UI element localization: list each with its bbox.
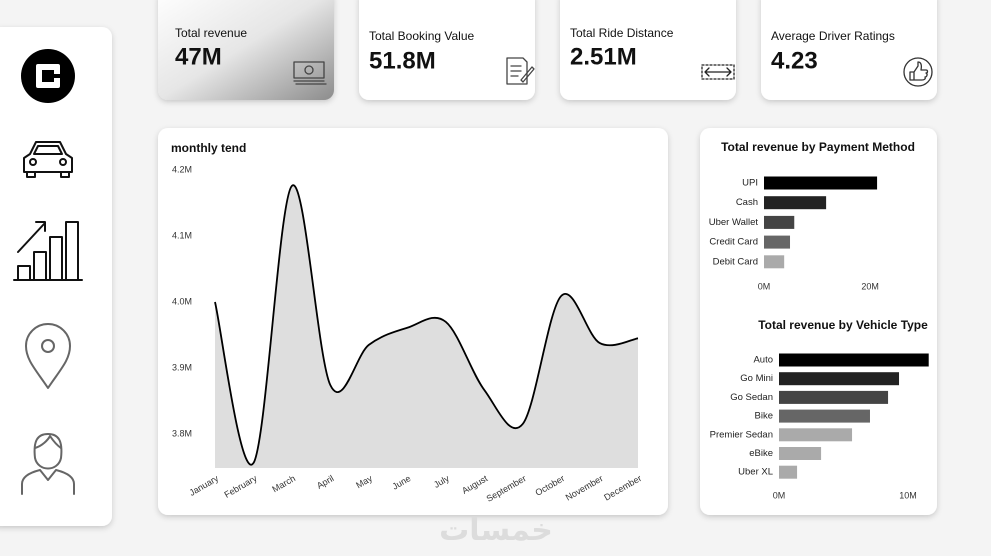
kpi-card <box>560 0 736 100</box>
card-title: Total revenue <box>175 26 247 40</box>
y-tick-label: 4.1M <box>172 230 192 240</box>
bar <box>779 372 900 386</box>
category-label: Uber XL <box>738 467 773 478</box>
chart-title: monthly tend <box>171 141 246 155</box>
growth-chart-icon[interactable] <box>13 221 83 281</box>
line-area <box>215 185 638 468</box>
category-label: eBike <box>749 448 773 459</box>
card-value: 2.51M <box>570 43 637 70</box>
category-label: Go Sedan <box>730 392 773 403</box>
distance-icon <box>701 64 735 80</box>
chart-title: Total revenue by Vehicle Type <box>758 318 928 332</box>
card-value: 47M <box>175 43 222 70</box>
bar <box>779 465 798 479</box>
bar <box>779 409 870 423</box>
chart-panel <box>700 128 937 515</box>
category-label: Bike <box>755 411 773 422</box>
category-label: Credit Card <box>709 237 758 248</box>
kpi-card <box>158 0 334 100</box>
x-tick-label: 0M <box>773 490 786 500</box>
category-label: Cash <box>736 197 758 208</box>
bar <box>764 235 791 249</box>
card-title: Total Ride Distance <box>570 26 674 40</box>
category-label: Auto <box>753 355 773 366</box>
y-tick-label: 4.2M <box>172 164 192 174</box>
document-icon <box>506 57 535 85</box>
card-title: Total Booking Value <box>369 29 475 43</box>
chart-title: Total revenue by Payment Method <box>721 140 915 154</box>
y-tick-label: 4.0M <box>172 296 192 306</box>
location-icon[interactable] <box>25 323 71 389</box>
card-title: Average Driver Ratings <box>771 29 895 43</box>
y-tick-label: 3.8M <box>172 428 192 438</box>
profile-icon[interactable] <box>21 433 75 495</box>
bar <box>764 196 827 210</box>
card-value: 4.23 <box>771 47 818 74</box>
uber-logo-icon[interactable] <box>21 49 75 103</box>
category-label: UPI <box>742 178 758 189</box>
bar <box>779 447 822 460</box>
kpi-card <box>761 0 937 100</box>
bar <box>764 215 795 229</box>
x-tick-label: 20M <box>861 281 879 291</box>
category-label: Premier Sedan <box>710 429 773 440</box>
y-tick-label: 3.9M <box>172 362 192 372</box>
card-value: 51.8M <box>369 47 436 74</box>
thumbs-up-icon <box>903 57 933 87</box>
bar <box>779 390 889 404</box>
x-tick-label: 10M <box>899 490 917 500</box>
watermark: خمسات <box>439 514 553 547</box>
category-label: Go Mini <box>740 373 773 384</box>
x-tick-label: 0M <box>758 281 771 291</box>
kpi-card <box>359 0 535 100</box>
sidebar <box>0 27 112 526</box>
bar <box>779 428 853 442</box>
line <box>214 184 639 466</box>
category-label: Debit Card <box>713 256 758 267</box>
category-label: Uber Wallet <box>709 217 759 228</box>
bar <box>764 176 878 190</box>
car-icon[interactable] <box>23 141 73 178</box>
money-icon <box>293 61 327 85</box>
bar <box>779 353 929 367</box>
bar <box>764 255 785 269</box>
